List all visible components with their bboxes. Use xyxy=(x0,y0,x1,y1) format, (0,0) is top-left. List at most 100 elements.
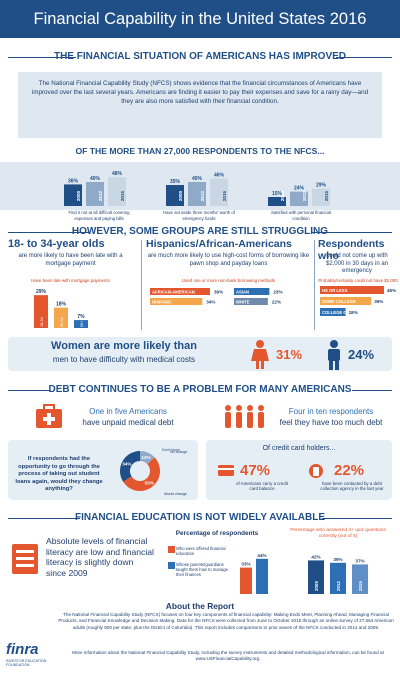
legend-swatch xyxy=(168,546,175,553)
group-charts: 29% 18-34 18% 35-54 7%55+ AFRICAN-AMERICAN 39%… xyxy=(34,286,396,328)
pie-slice xyxy=(120,451,140,482)
education-bar xyxy=(240,567,252,594)
pie-category-label: Don't know xyxy=(162,448,180,452)
credit-card-icon xyxy=(218,465,234,476)
medical-kit-icon xyxy=(36,404,62,428)
mortgage-bar xyxy=(34,295,48,328)
about-paragraph: The National Financial Capability Study … xyxy=(58,612,394,630)
trend-year-label: 2015 xyxy=(120,190,125,201)
legend-1: Who were offered financial education xyxy=(176,546,226,557)
divider xyxy=(314,240,315,330)
women-subtitle: men to have difficulty with medical cost… xyxy=(52,355,196,364)
col2-tag: Used one or more non-bank borrowing meth… xyxy=(181,278,276,283)
col3-text: could not come up with $2,000 in 30 days… xyxy=(325,253,389,274)
trend-year-label: 2012 xyxy=(98,190,103,201)
trend-value-label: 36% xyxy=(68,178,79,184)
man-icon xyxy=(329,361,333,370)
heading-rule xyxy=(8,518,80,519)
col1-text: are more likely to have been late with a… xyxy=(18,253,123,267)
heading-rule xyxy=(322,518,392,519)
woman-icon xyxy=(256,361,259,369)
phone-icon xyxy=(309,464,323,478)
col2-title: Hispanics/African-Americans xyxy=(146,238,292,250)
about-more-info: More information about the National Fina… xyxy=(72,650,384,662)
literacy-text: Absolute levels of financial literacy ar… xyxy=(46,536,154,578)
quiz-value-label: 39% xyxy=(333,557,342,562)
trend-bar xyxy=(64,184,82,206)
finra-logo-subtitle: INVESTOR EDUCATION FOUNDATION xyxy=(6,659,47,668)
borrowing-category-label: WHITE xyxy=(236,299,250,304)
pie-category-label: No change xyxy=(170,450,187,454)
books-icon xyxy=(12,544,38,574)
mortgage-value-label: 7% xyxy=(77,314,85,320)
heading-rule xyxy=(8,232,90,233)
col3-tag: Probably/certainly could not have $2,000 xyxy=(318,278,398,283)
borrowing-value-label: 22% xyxy=(272,299,281,304)
heading-rule xyxy=(336,57,392,58)
pie-slice xyxy=(140,451,155,465)
page-title: Financial Capability in the United State… xyxy=(0,0,400,38)
quiz-value-label: 42% xyxy=(311,554,320,559)
legend-2: Whose parents/guardians taught them how … xyxy=(176,562,228,578)
pie-value-label: 34% xyxy=(122,461,131,466)
borrowing-bar xyxy=(150,298,203,305)
man-icon xyxy=(328,349,340,361)
quiz-year-label: 2015 xyxy=(358,581,363,591)
borrowing-bar xyxy=(150,288,210,295)
trend-year-label: 2009 xyxy=(76,190,81,201)
quiz-bar xyxy=(352,564,368,594)
woman-icon xyxy=(261,361,264,369)
section2-heading: HOWEVER, SOME GROUPS ARE STILL STRUGGLIN… xyxy=(0,226,400,237)
trend-caption-1: Find it not at all difficult covering ex… xyxy=(68,210,130,221)
heading-rule xyxy=(8,57,76,58)
trend-value-label: 15% xyxy=(272,191,283,197)
trend-year-label: 2009 xyxy=(178,190,183,201)
mortgage-value-label: 18% xyxy=(56,302,67,308)
trend-year-label: 2009 xyxy=(280,190,285,201)
heading-rule xyxy=(312,232,392,233)
borrowing-bar xyxy=(234,288,270,295)
credit-card-balance-value: 47% xyxy=(240,462,271,479)
quiz-year-label: 2012 xyxy=(336,581,341,591)
section3-heading: DEBT CONTINUES TO BE A PROBLEM FOR MANY … xyxy=(0,384,400,395)
intro-paragraph: The National Financial Capability Study … xyxy=(18,72,382,138)
section2-heading-text: HOWEVER, SOME GROUPS ARE STILL STRUGGLIN… xyxy=(71,226,329,237)
heading-rule xyxy=(8,390,50,391)
pie-value-label: 53% xyxy=(145,480,154,485)
mortgage-value-label: 29% xyxy=(36,289,47,295)
woman-icon xyxy=(256,340,264,348)
borrowing-category-label: ASIAN xyxy=(236,289,249,294)
trend-bar xyxy=(86,182,104,206)
mortgage-bar xyxy=(74,320,88,328)
student-box xyxy=(8,440,198,500)
credit-card-balance-text: of Americans carry a credit card balance xyxy=(236,481,288,491)
section4-heading-text: FINANCIAL EDUCATION IS NOT WIDELY AVAILA… xyxy=(74,512,325,523)
trend-value-label: 46% xyxy=(214,172,225,178)
mortgage-age-label: 35-54 xyxy=(60,317,64,327)
trend-bar xyxy=(210,178,228,206)
student-loan-pie: 13% 53% 34% Don't know Would change No change xyxy=(120,448,187,496)
borrowing-value-label: 39% xyxy=(214,289,223,294)
divider xyxy=(141,240,142,330)
quiz-value-label: 37% xyxy=(355,558,364,563)
man-icon xyxy=(335,361,339,370)
debt-collector-text: have been contacted by a debt collection… xyxy=(320,481,384,491)
trend-value-label: 40% xyxy=(90,176,101,182)
pie-category-label: Would change xyxy=(164,492,187,496)
trend-year-label: 2015 xyxy=(222,190,227,201)
mortgage-bar xyxy=(54,307,68,328)
pct-heading: Percentage of respondents xyxy=(175,530,259,537)
mortgage-age-label: 55+ xyxy=(80,320,84,327)
col3-title: Respondents who xyxy=(318,238,385,262)
trend-bar xyxy=(268,197,286,206)
trend-value-label: 24% xyxy=(294,186,305,192)
quiz-bar xyxy=(330,562,346,594)
women-title: Women are more likely than xyxy=(51,340,197,352)
education-bar xyxy=(256,558,268,594)
emergency-category-label: SOME COLLEGE xyxy=(322,299,356,304)
trend-bar xyxy=(290,191,308,206)
trend-value-label: 35% xyxy=(170,179,181,185)
borrowing-bar xyxy=(234,298,268,305)
emergency-category-label: COLLEGE OR MORE xyxy=(322,310,364,315)
trend-bar xyxy=(108,177,126,206)
